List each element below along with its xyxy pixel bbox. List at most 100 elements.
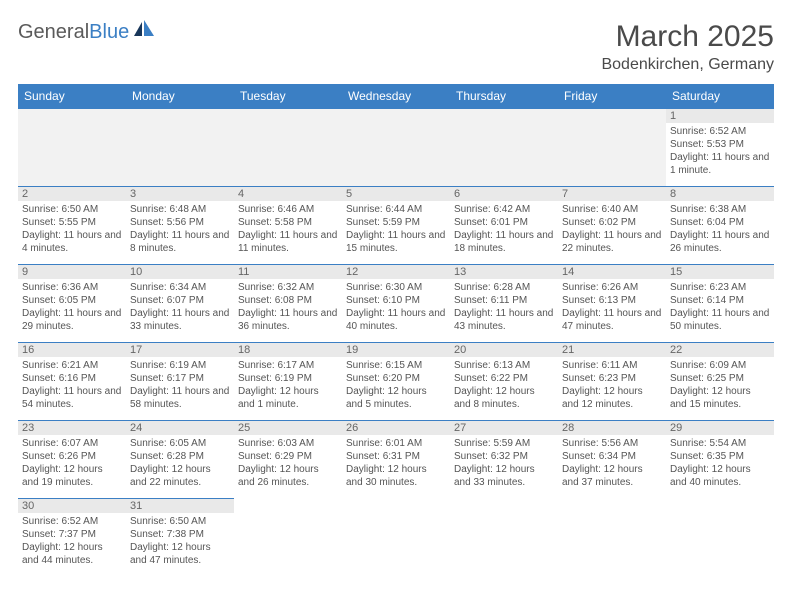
day-details: Sunrise: 6:11 AMSunset: 6:23 PMDaylight:… xyxy=(558,357,666,415)
sunrise-text: Sunrise: 6:48 AM xyxy=(130,203,230,216)
calendar-cell xyxy=(558,499,666,577)
sunrise-text: Sunrise: 6:42 AM xyxy=(454,203,554,216)
day-number: 18 xyxy=(234,343,342,357)
calendar-cell xyxy=(342,109,450,187)
day-number: 14 xyxy=(558,265,666,279)
daylight-text: Daylight: 11 hours and 29 minutes. xyxy=(22,307,122,333)
sunrise-text: Sunrise: 6:32 AM xyxy=(238,281,338,294)
day-details: Sunrise: 6:50 AMSunset: 7:38 PMDaylight:… xyxy=(126,513,234,571)
day-number: 30 xyxy=(18,499,126,513)
sunset-text: Sunset: 6:23 PM xyxy=(562,372,662,385)
day-details: Sunrise: 5:59 AMSunset: 6:32 PMDaylight:… xyxy=(450,435,558,493)
sunset-text: Sunset: 6:14 PM xyxy=(670,294,770,307)
calendar-cell: 7Sunrise: 6:40 AMSunset: 6:02 PMDaylight… xyxy=(558,187,666,265)
calendar-week: 30Sunrise: 6:52 AMSunset: 7:37 PMDayligh… xyxy=(18,499,774,577)
daylight-text: Daylight: 11 hours and 36 minutes. xyxy=(238,307,338,333)
calendar-cell: 28Sunrise: 5:56 AMSunset: 6:34 PMDayligh… xyxy=(558,421,666,499)
day-details: Sunrise: 6:32 AMSunset: 6:08 PMDaylight:… xyxy=(234,279,342,337)
sunrise-text: Sunrise: 6:50 AM xyxy=(22,203,122,216)
day-details: Sunrise: 6:40 AMSunset: 6:02 PMDaylight:… xyxy=(558,201,666,259)
day-details: Sunrise: 6:01 AMSunset: 6:31 PMDaylight:… xyxy=(342,435,450,493)
daylight-text: Daylight: 11 hours and 50 minutes. xyxy=(670,307,770,333)
daylight-text: Daylight: 11 hours and 33 minutes. xyxy=(130,307,230,333)
day-details: Sunrise: 6:05 AMSunset: 6:28 PMDaylight:… xyxy=(126,435,234,493)
calendar-cell xyxy=(666,499,774,577)
sunrise-text: Sunrise: 6:13 AM xyxy=(454,359,554,372)
day-number: 22 xyxy=(666,343,774,357)
day-details: Sunrise: 6:09 AMSunset: 6:25 PMDaylight:… xyxy=(666,357,774,415)
day-header: Saturday xyxy=(666,84,774,109)
calendar-week: 1Sunrise: 6:52 AMSunset: 5:53 PMDaylight… xyxy=(18,109,774,187)
month-title: March 2025 xyxy=(601,20,774,54)
sunrise-text: Sunrise: 5:59 AM xyxy=(454,437,554,450)
daylight-text: Daylight: 12 hours and 8 minutes. xyxy=(454,385,554,411)
sunrise-text: Sunrise: 6:09 AM xyxy=(670,359,770,372)
day-details: Sunrise: 6:17 AMSunset: 6:19 PMDaylight:… xyxy=(234,357,342,415)
daylight-text: Daylight: 11 hours and 11 minutes. xyxy=(238,229,338,255)
calendar-cell: 21Sunrise: 6:11 AMSunset: 6:23 PMDayligh… xyxy=(558,343,666,421)
day-details: Sunrise: 6:42 AMSunset: 6:01 PMDaylight:… xyxy=(450,201,558,259)
day-details: Sunrise: 6:46 AMSunset: 5:58 PMDaylight:… xyxy=(234,201,342,259)
calendar-cell xyxy=(450,499,558,577)
sunrise-text: Sunrise: 6:05 AM xyxy=(130,437,230,450)
calendar-cell: 13Sunrise: 6:28 AMSunset: 6:11 PMDayligh… xyxy=(450,265,558,343)
calendar-week: 9Sunrise: 6:36 AMSunset: 6:05 PMDaylight… xyxy=(18,265,774,343)
sunrise-text: Sunrise: 6:03 AM xyxy=(238,437,338,450)
sunset-text: Sunset: 6:19 PM xyxy=(238,372,338,385)
sunrise-text: Sunrise: 6:52 AM xyxy=(670,125,770,138)
calendar-cell xyxy=(234,499,342,577)
sunrise-text: Sunrise: 6:11 AM xyxy=(562,359,662,372)
sunset-text: Sunset: 6:31 PM xyxy=(346,450,446,463)
day-details: Sunrise: 6:19 AMSunset: 6:17 PMDaylight:… xyxy=(126,357,234,415)
calendar-cell: 25Sunrise: 6:03 AMSunset: 6:29 PMDayligh… xyxy=(234,421,342,499)
calendar-cell: 14Sunrise: 6:26 AMSunset: 6:13 PMDayligh… xyxy=(558,265,666,343)
logo: GeneralBlue xyxy=(18,20,155,44)
day-details: Sunrise: 6:30 AMSunset: 6:10 PMDaylight:… xyxy=(342,279,450,337)
sunset-text: Sunset: 5:58 PM xyxy=(238,216,338,229)
daylight-text: Daylight: 11 hours and 8 minutes. xyxy=(130,229,230,255)
calendar-cell: 26Sunrise: 6:01 AMSunset: 6:31 PMDayligh… xyxy=(342,421,450,499)
calendar-cell: 24Sunrise: 6:05 AMSunset: 6:28 PMDayligh… xyxy=(126,421,234,499)
calendar-cell: 18Sunrise: 6:17 AMSunset: 6:19 PMDayligh… xyxy=(234,343,342,421)
day-number: 17 xyxy=(126,343,234,357)
sunset-text: Sunset: 6:08 PM xyxy=(238,294,338,307)
sunset-text: Sunset: 6:17 PM xyxy=(130,372,230,385)
calendar-cell: 8Sunrise: 6:38 AMSunset: 6:04 PMDaylight… xyxy=(666,187,774,265)
day-details: Sunrise: 6:48 AMSunset: 5:56 PMDaylight:… xyxy=(126,201,234,259)
daylight-text: Daylight: 12 hours and 22 minutes. xyxy=(130,463,230,489)
calendar-cell: 2Sunrise: 6:50 AMSunset: 5:55 PMDaylight… xyxy=(18,187,126,265)
sunset-text: Sunset: 7:37 PM xyxy=(22,528,122,541)
sunset-text: Sunset: 6:13 PM xyxy=(562,294,662,307)
sunrise-text: Sunrise: 6:07 AM xyxy=(22,437,122,450)
sunrise-text: Sunrise: 6:28 AM xyxy=(454,281,554,294)
daylight-text: Daylight: 12 hours and 37 minutes. xyxy=(562,463,662,489)
day-number: 1 xyxy=(666,109,774,123)
calendar-week: 23Sunrise: 6:07 AMSunset: 6:26 PMDayligh… xyxy=(18,421,774,499)
logo-text-2: Blue xyxy=(89,21,129,44)
day-number: 12 xyxy=(342,265,450,279)
daylight-text: Daylight: 11 hours and 26 minutes. xyxy=(670,229,770,255)
calendar-week: 2Sunrise: 6:50 AMSunset: 5:55 PMDaylight… xyxy=(18,187,774,265)
daylight-text: Daylight: 11 hours and 58 minutes. xyxy=(130,385,230,411)
day-number: 13 xyxy=(450,265,558,279)
sunset-text: Sunset: 6:02 PM xyxy=(562,216,662,229)
calendar-cell: 5Sunrise: 6:44 AMSunset: 5:59 PMDaylight… xyxy=(342,187,450,265)
sunset-text: Sunset: 6:20 PM xyxy=(346,372,446,385)
daylight-text: Daylight: 11 hours and 4 minutes. xyxy=(22,229,122,255)
daylight-text: Daylight: 12 hours and 5 minutes. xyxy=(346,385,446,411)
calendar-cell: 20Sunrise: 6:13 AMSunset: 6:22 PMDayligh… xyxy=(450,343,558,421)
daylight-text: Daylight: 11 hours and 54 minutes. xyxy=(22,385,122,411)
day-number: 23 xyxy=(18,421,126,435)
day-number: 8 xyxy=(666,187,774,201)
day-details: Sunrise: 6:23 AMSunset: 6:14 PMDaylight:… xyxy=(666,279,774,337)
day-number: 9 xyxy=(18,265,126,279)
day-header-row: SundayMondayTuesdayWednesdayThursdayFrid… xyxy=(18,84,774,109)
daylight-text: Daylight: 12 hours and 47 minutes. xyxy=(130,541,230,567)
day-header: Sunday xyxy=(18,84,126,109)
day-number: 21 xyxy=(558,343,666,357)
calendar-cell xyxy=(234,109,342,187)
day-number: 3 xyxy=(126,187,234,201)
sunrise-text: Sunrise: 6:46 AM xyxy=(238,203,338,216)
calendar-cell: 11Sunrise: 6:32 AMSunset: 6:08 PMDayligh… xyxy=(234,265,342,343)
calendar-cell xyxy=(558,109,666,187)
